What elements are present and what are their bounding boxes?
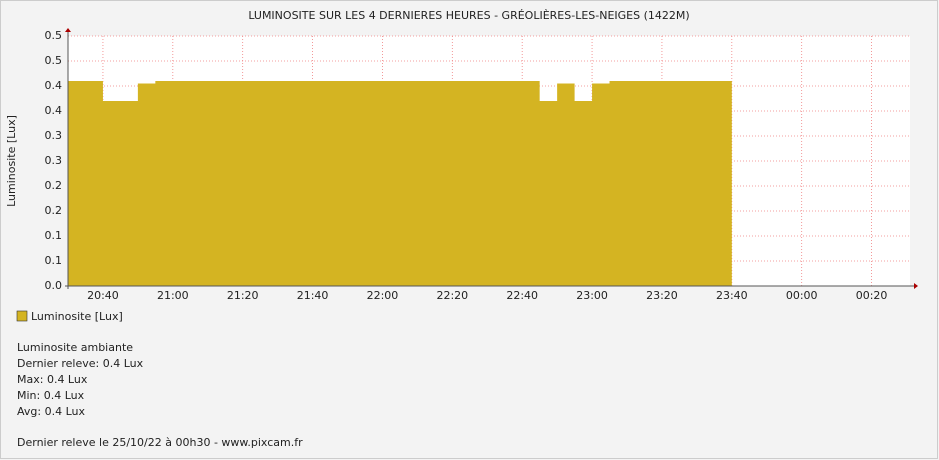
y-tick-label: 0.2	[45, 204, 63, 217]
x-tick-label: 00:00	[786, 289, 818, 302]
x-tick-label: 23:20	[646, 289, 678, 302]
x-tick-label: 21:20	[227, 289, 259, 302]
x-tick-label: 21:40	[297, 289, 329, 302]
stat-text: Dernier releve: 0.4 Lux	[17, 357, 144, 370]
y-arrow	[65, 28, 71, 32]
area	[68, 81, 732, 286]
x-tick-label: 22:20	[436, 289, 468, 302]
y-tick-label: 0.3	[45, 154, 63, 167]
y-axis-label: Luminosite [Lux]	[5, 115, 18, 207]
y-tick-label: 0.5	[45, 54, 63, 67]
x-tick-label: 22:00	[367, 289, 399, 302]
x-arrow	[914, 283, 918, 289]
y-tick-label: 0.4	[45, 79, 63, 92]
y-tick-label: 0.2	[45, 179, 63, 192]
x-tick-label: 00:20	[856, 289, 888, 302]
footer-text: Dernier releve le 25/10/22 à 00h30 - www…	[17, 436, 303, 449]
y-tick-label: 0.1	[45, 254, 63, 267]
x-tick-label: 21:00	[157, 289, 189, 302]
stat-text: Max: 0.4 Lux	[17, 373, 88, 386]
legend-label: Luminosite [Lux]	[31, 310, 123, 323]
y-tick-label: 0.0	[45, 279, 63, 292]
chart-title: LUMINOSITE SUR LES 4 DERNIERES HEURES - …	[248, 9, 689, 22]
x-tick-label: 22:40	[506, 289, 538, 302]
y-tick-label: 0.1	[45, 229, 63, 242]
legend-swatch	[16, 310, 28, 322]
x-tick-label: 20:40	[87, 289, 119, 302]
y-tick-label: 0.3	[45, 129, 63, 142]
stat-text: Luminosite ambiante	[17, 341, 133, 354]
x-tick-label: 23:40	[716, 289, 748, 302]
y-tick-label: 0.4	[45, 104, 63, 117]
stat-text: Min: 0.4 Lux	[17, 389, 85, 402]
x-tick-label: 23:00	[576, 289, 608, 302]
stat-text: Avg: 0.4 Lux	[17, 405, 85, 418]
y-tick-label: 0.5	[45, 29, 63, 42]
